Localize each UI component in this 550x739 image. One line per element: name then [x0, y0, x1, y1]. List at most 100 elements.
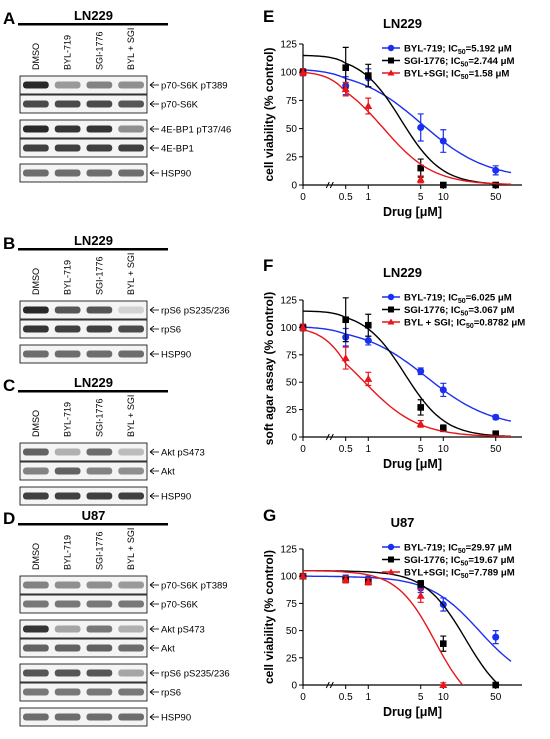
- blot-band: [23, 100, 49, 108]
- legend-label: BYL-719; IC50=29.97 μM: [404, 543, 512, 556]
- blot-band: [118, 81, 144, 89]
- data-point: [364, 102, 373, 110]
- lane-label: DMSO: [31, 543, 41, 570]
- arrow-head: [149, 600, 155, 608]
- x-tick-label: 5: [418, 444, 424, 455]
- data-point: [439, 386, 447, 394]
- x-axis-label: Drug [μM]: [383, 457, 442, 471]
- band-label: rpS6: [161, 688, 181, 699]
- x-tick-label: 1: [366, 444, 372, 455]
- fit-curve: [303, 69, 512, 174]
- legend-label: BYL + SGI; IC50=0.8782 μM: [404, 318, 525, 331]
- blot-band: [54, 713, 81, 721]
- blot-band: [23, 467, 49, 475]
- data-point: [341, 85, 350, 93]
- blot-band: [118, 625, 144, 633]
- arrow-head: [149, 81, 155, 89]
- y-tick-label: 100: [280, 68, 297, 79]
- y-tick-label: 75: [286, 96, 298, 107]
- legend-marker: [387, 318, 395, 325]
- band-label: 4E-BP1: [161, 144, 194, 155]
- lane-label: BYL + SGI: [126, 28, 136, 70]
- header-bar: [18, 523, 168, 526]
- blot-panel-c: C LN229 DMSO BYL-719 SGI-1776 BYL + SGI Akt pS…: [3, 375, 205, 506]
- blot-band: [23, 306, 49, 314]
- blot-frame: [19, 344, 148, 364]
- legend-entry: SGI-1776; IC50=2.744 μM: [382, 56, 514, 69]
- x-tick-label: 50: [490, 692, 502, 703]
- blot-band: [54, 467, 81, 475]
- band-label: rpS6 pS235/236: [161, 306, 230, 317]
- arrow-head: [149, 325, 155, 333]
- data-point: [417, 580, 425, 588]
- data-point: [439, 181, 447, 189]
- fit-curve: [303, 54, 512, 185]
- cell-line-label: LN229: [74, 233, 113, 248]
- blot-strip: Akt pS473: [19, 442, 205, 462]
- blot-band: [86, 325, 113, 333]
- fit-curve: [303, 326, 512, 422]
- band-label: Akt pS473: [161, 448, 205, 459]
- blot-band: [54, 169, 81, 177]
- arrow-head: [149, 144, 155, 152]
- y-tick-label: 100: [280, 323, 297, 334]
- panel-letter: A: [3, 9, 15, 28]
- blot-frame: [19, 486, 148, 506]
- blot-band: [118, 448, 144, 456]
- lane-label: BYL-719: [63, 402, 73, 437]
- series-1: [299, 570, 501, 689]
- lane-label: BYL-719: [63, 535, 73, 570]
- arrow-head: [149, 467, 155, 475]
- blot-band: [54, 644, 81, 652]
- blot-band: [54, 448, 81, 456]
- x-axis-label: Drug [μM]: [383, 705, 442, 719]
- chart-e: E LN229 0 25 50 75 100 125 0 0.5 1 5 10 50 Drug [μM] ce…: [262, 7, 522, 219]
- chart-title: LN229: [383, 16, 422, 31]
- fit-curve: [303, 71, 512, 185]
- x-tick-label: 0.5: [339, 444, 353, 455]
- band-label: 4E-BP1 pT37/46: [161, 125, 231, 136]
- blot-band: [86, 169, 113, 177]
- blot-frame: [19, 119, 148, 139]
- blot-band: [23, 581, 49, 589]
- legend-marker: [388, 57, 394, 64]
- blot-frame: [19, 138, 148, 158]
- blot-band: [86, 100, 113, 108]
- cell-line-label: LN229: [74, 375, 113, 390]
- chart-title: LN229: [383, 265, 422, 280]
- blot-band: [86, 350, 113, 358]
- blot-frame: [19, 163, 148, 183]
- lane-label: SGI-1776: [94, 398, 104, 437]
- band-label: Akt: [161, 467, 175, 478]
- band-label: p70-S6K: [161, 600, 199, 611]
- header-bar: [18, 23, 168, 26]
- x-tick-label: 10: [438, 444, 450, 455]
- y-tick-label: 25: [286, 152, 298, 163]
- data-point: [492, 633, 500, 641]
- y-tick-label: 125: [280, 545, 297, 556]
- blot-band: [54, 625, 81, 633]
- blot-strip: rpS6 pS235/236: [19, 663, 230, 683]
- series-2: [299, 570, 464, 688]
- y-tick-label: 50: [286, 124, 298, 135]
- blot-band: [118, 306, 144, 314]
- y-axis-label: soft agar assay (% control): [262, 292, 276, 445]
- arrow-head: [149, 625, 155, 633]
- lane-label: DMSO: [31, 410, 41, 437]
- series-2: [299, 68, 512, 185]
- data-point: [342, 64, 350, 71]
- legend-label: SGI-1776; IC50=3.067 μM: [404, 305, 514, 318]
- x-tick-label: 5: [418, 692, 424, 703]
- blot-frame: [19, 619, 148, 639]
- y-tick-label: 75: [286, 350, 298, 361]
- y-tick-label: 125: [280, 40, 297, 51]
- band-label: rpS6 pS235/236: [161, 669, 230, 680]
- data-point: [364, 374, 373, 382]
- blot-strip: p70-S6K pT389: [19, 575, 228, 595]
- blot-band: [54, 688, 81, 696]
- axis-break: [325, 181, 334, 189]
- blot-band: [54, 144, 81, 152]
- lane-label: BYL + SGI: [126, 395, 136, 437]
- x-tick-label: 0: [300, 692, 306, 703]
- x-tick-label: 0.5: [339, 192, 353, 203]
